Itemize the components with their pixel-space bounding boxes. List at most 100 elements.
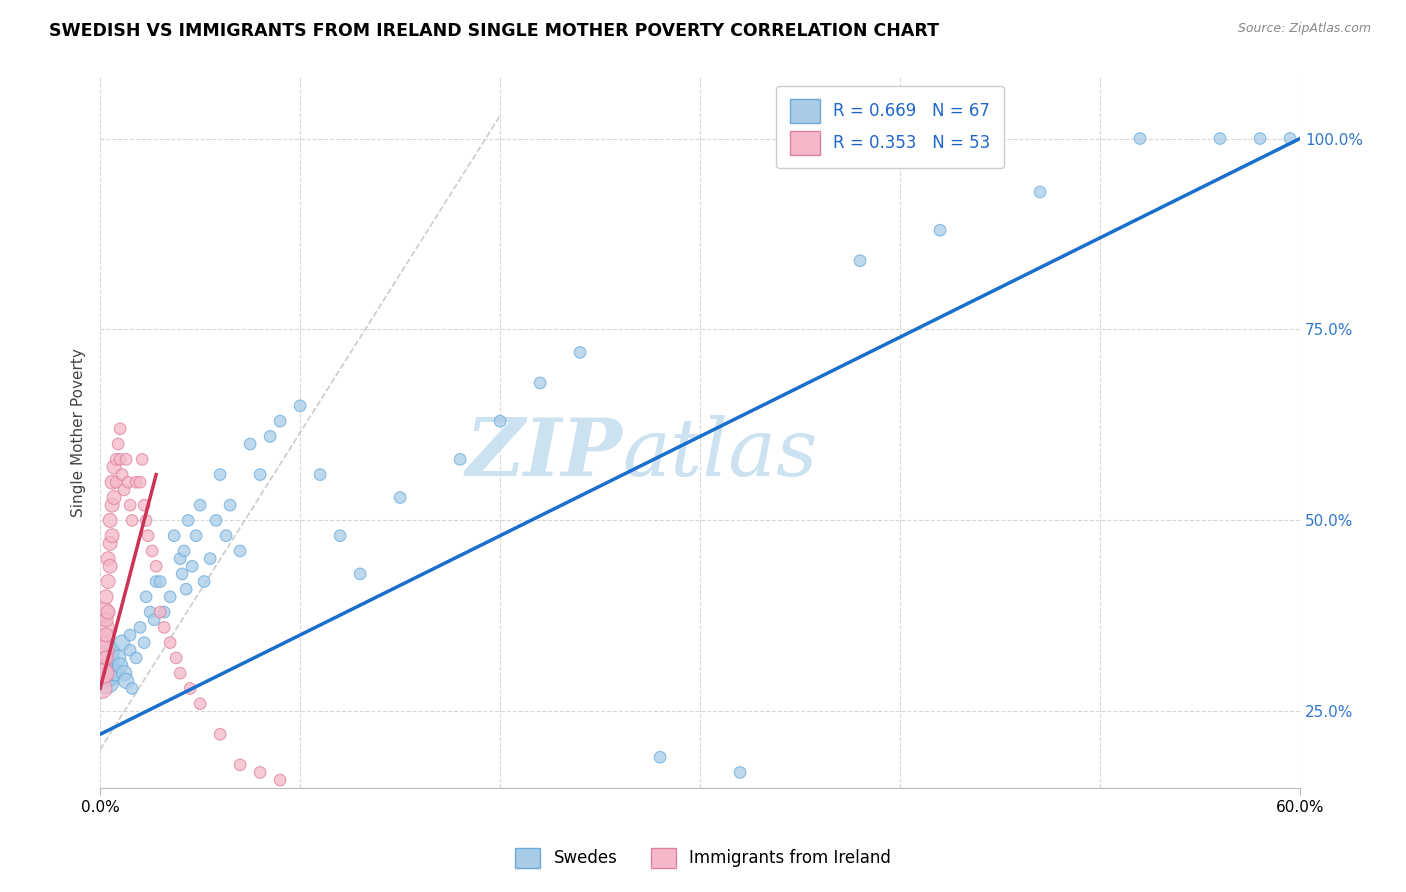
Text: Source: ZipAtlas.com: Source: ZipAtlas.com — [1237, 22, 1371, 36]
Point — [198, 551, 221, 566]
Point — [94, 628, 117, 642]
Point — [125, 475, 148, 490]
Point — [229, 757, 252, 772]
Point — [131, 452, 153, 467]
Point — [143, 613, 166, 627]
Point — [101, 529, 124, 543]
Point — [115, 452, 138, 467]
Point — [107, 437, 129, 451]
Point — [103, 666, 125, 681]
Point — [929, 223, 952, 237]
Point — [205, 513, 228, 527]
Point — [91, 666, 114, 681]
Point — [134, 498, 156, 512]
Point — [145, 574, 167, 589]
Point — [1129, 131, 1152, 145]
Point — [181, 559, 204, 574]
Point — [94, 651, 117, 665]
Point — [134, 635, 156, 649]
Point — [97, 666, 120, 681]
Point — [149, 605, 172, 619]
Point — [215, 529, 238, 543]
Point — [269, 414, 291, 428]
Point — [159, 590, 181, 604]
Point — [136, 529, 159, 543]
Point — [188, 498, 211, 512]
Point — [93, 666, 115, 681]
Point — [98, 658, 121, 673]
Point — [98, 559, 121, 574]
Point — [1279, 131, 1302, 145]
Point — [173, 544, 195, 558]
Point — [309, 467, 332, 482]
Point — [117, 475, 139, 490]
Point — [349, 566, 371, 581]
Point — [159, 635, 181, 649]
Point — [1029, 185, 1052, 199]
Point — [111, 635, 134, 649]
Point — [849, 253, 872, 268]
Point — [103, 491, 125, 505]
Point — [98, 536, 121, 550]
Point — [153, 620, 176, 634]
Point — [172, 566, 194, 581]
Point — [188, 697, 211, 711]
Point — [648, 750, 671, 764]
Point — [94, 613, 117, 627]
Point — [91, 658, 114, 673]
Point — [98, 513, 121, 527]
Point — [97, 551, 120, 566]
Point — [449, 452, 471, 467]
Point — [105, 666, 128, 681]
Point — [529, 376, 551, 390]
Point — [165, 651, 187, 665]
Point — [125, 651, 148, 665]
Point — [169, 666, 191, 681]
Point — [139, 605, 162, 619]
Point — [120, 643, 142, 657]
Point — [115, 673, 138, 688]
Point — [94, 673, 117, 688]
Point — [97, 605, 120, 619]
Point — [209, 467, 232, 482]
Point — [107, 651, 129, 665]
Point — [108, 658, 131, 673]
Point — [174, 582, 197, 597]
Point — [184, 529, 207, 543]
Point — [329, 529, 352, 543]
Point — [169, 551, 191, 566]
Text: ZIP: ZIP — [465, 415, 621, 492]
Point — [129, 475, 152, 490]
Point — [121, 513, 143, 527]
Point — [153, 605, 176, 619]
Point — [1249, 131, 1271, 145]
Point — [141, 544, 163, 558]
Point — [103, 460, 125, 475]
Point — [569, 345, 592, 359]
Point — [93, 666, 115, 681]
Point — [135, 590, 157, 604]
Point — [135, 513, 157, 527]
Point — [108, 422, 131, 436]
Point — [389, 491, 412, 505]
Point — [111, 467, 134, 482]
Point — [177, 513, 200, 527]
Point — [259, 429, 281, 443]
Point — [120, 498, 142, 512]
Point — [105, 475, 128, 490]
Point — [219, 498, 242, 512]
Text: SWEDISH VS IMMIGRANTS FROM IRELAND SINGLE MOTHER POVERTY CORRELATION CHART: SWEDISH VS IMMIGRANTS FROM IRELAND SINGL… — [49, 22, 939, 40]
Point — [94, 651, 117, 665]
Point — [1209, 131, 1232, 145]
Point — [489, 414, 512, 428]
Point — [93, 643, 115, 657]
Point — [91, 666, 114, 681]
Point — [728, 765, 751, 780]
Point — [112, 483, 135, 497]
Point — [145, 559, 167, 574]
Point — [94, 590, 117, 604]
Point — [288, 399, 311, 413]
Point — [121, 681, 143, 696]
Point — [209, 727, 232, 741]
Point — [179, 681, 201, 696]
